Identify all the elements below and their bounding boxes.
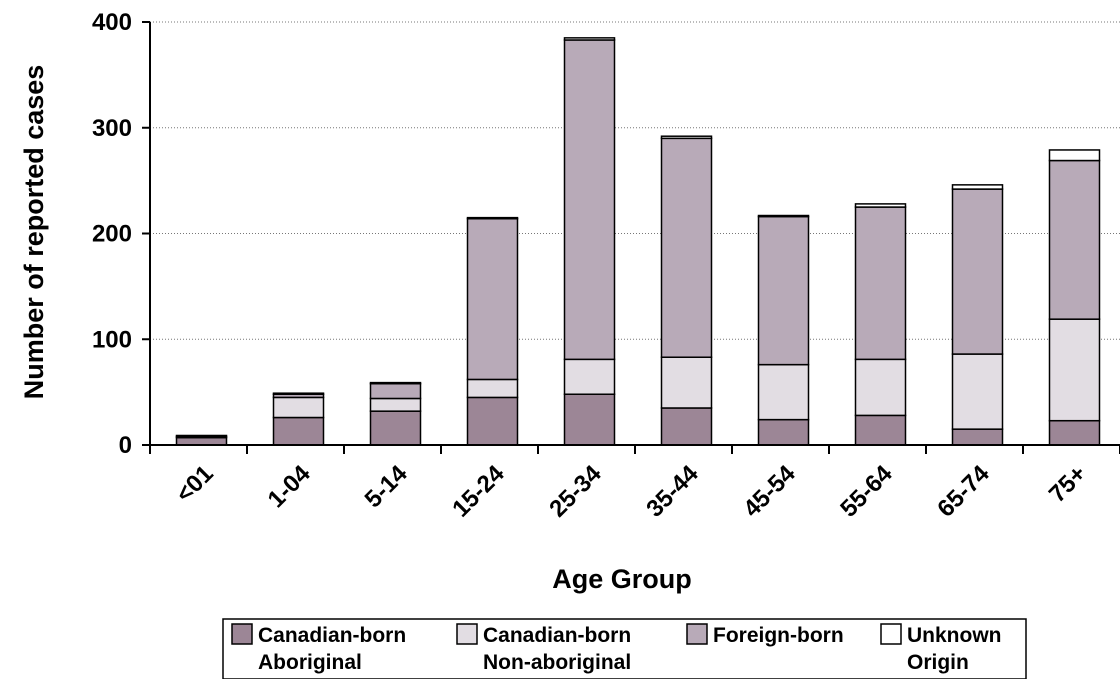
y-tick-label: 300: [92, 115, 132, 142]
bar-segment-3-2: [369, 381, 422, 385]
legend-label-line2: Aboriginal: [258, 651, 362, 674]
bar-segment-3-5: [660, 135, 713, 140]
y-tick-label: 0: [119, 432, 132, 459]
bar-segment-3-1: [272, 392, 325, 395]
bar-segment-0-6: [757, 418, 810, 446]
bar-segment-2-5: [660, 137, 713, 358]
bar-segment-1-4: [563, 358, 616, 395]
x-axis-ticks: <01 1-04 5-14 15-24 25-34 35-44 45-54 55-64 65-7…: [149, 445, 1120, 523]
bar-segment-1-5: [660, 356, 713, 409]
x-tick-label: 15-24: [447, 460, 510, 523]
bar-segment-2-0: [175, 434, 228, 438]
bar-segment-1-2: [369, 397, 422, 412]
x-tick-label: 65-74: [932, 460, 995, 523]
bar-segment-1-9: [1048, 318, 1101, 422]
legend-label: Unknown: [907, 624, 1002, 647]
legend-swatch: [880, 623, 902, 645]
bar-segment-0-9: [1048, 419, 1101, 446]
bar-segment-0-8: [951, 428, 1004, 446]
bar-segment-2-8: [951, 188, 1004, 355]
bar-segment-3-7: [854, 203, 907, 208]
x-axis-title: Age Group: [552, 564, 692, 594]
bar-segment-2-4: [563, 39, 616, 361]
bar-segment-0-3: [466, 396, 519, 446]
bar-segment-2-7: [854, 206, 907, 361]
y-axis-title: Number of reported cases: [19, 65, 49, 400]
x-tick-label: 35-44: [641, 460, 704, 523]
x-tick-label: 75+: [1044, 460, 1092, 508]
x-tick-label: 55-64: [835, 460, 898, 523]
bar-segment-0-4: [563, 393, 616, 446]
legend-label: Canadian-born: [483, 624, 631, 647]
legend-label: Foreign-born: [713, 624, 844, 647]
bar-segment-3-4: [563, 37, 616, 41]
bar-segment-3-9: [1048, 149, 1101, 162]
legend-label-line2: Non-aboriginal: [483, 651, 631, 674]
legend: Canadian-born Aboriginal Canadian-born Non-…: [222, 618, 1027, 679]
y-tick-label: 400: [92, 9, 132, 36]
bar-segment-0-2: [369, 410, 422, 446]
bar-stacks: [175, 37, 1101, 446]
x-tick-label: 5-14: [360, 460, 414, 514]
x-tick-label: 45-54: [738, 460, 801, 523]
bar-segment-1-3: [466, 378, 519, 399]
legend-label-line2: Origin: [907, 651, 969, 674]
y-axis-ticks: 0 100 200 300 400: [92, 9, 150, 459]
bar-segment-2-3: [466, 217, 519, 381]
bar-segment-1-1: [272, 396, 325, 419]
bar-segment-3-8: [951, 184, 1004, 190]
legend-swatch: [231, 623, 253, 645]
bar-segment-2-9: [1048, 159, 1101, 320]
legend-label: Canadian-born: [258, 624, 406, 647]
x-tick-label: 1-04: [263, 460, 317, 514]
bar-segment-1-8: [951, 353, 1004, 430]
bar-segment-2-2: [369, 382, 422, 400]
bar-segment-1-7: [854, 358, 907, 417]
legend-swatch: [686, 623, 708, 645]
bar-segment-1-6: [757, 363, 810, 421]
y-tick-label: 100: [92, 326, 132, 353]
x-tick-label: 25-34: [544, 460, 607, 523]
legend-swatch: [456, 623, 478, 645]
y-tick-label: 200: [92, 221, 132, 248]
bar-segment-0-0: [175, 436, 228, 446]
legend-items: Canadian-born Aboriginal Canadian-born Non-…: [231, 623, 1002, 674]
bar-segment-2-6: [757, 215, 810, 366]
bar-segment-0-5: [660, 407, 713, 446]
bar-segment-0-7: [854, 414, 907, 446]
x-tick-label: <01: [171, 460, 219, 508]
bar-segment-3-6: [757, 214, 810, 218]
bar-segment-0-1: [272, 416, 325, 446]
bar-segment-3-3: [466, 216, 519, 220]
